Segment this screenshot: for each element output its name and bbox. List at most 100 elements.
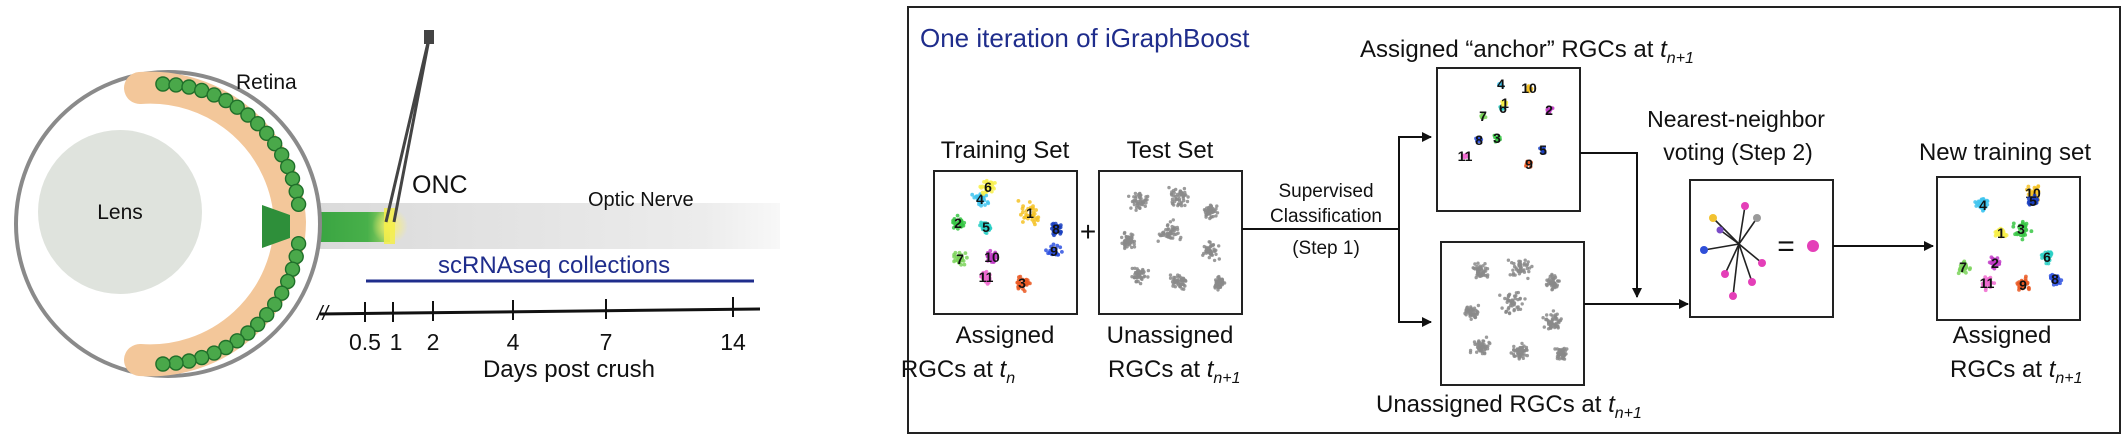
scatter-point bbox=[1512, 261, 1516, 266]
cluster-label: 11 bbox=[979, 269, 994, 285]
scatter-point bbox=[983, 203, 987, 207]
scatter-point bbox=[1505, 300, 1509, 304]
scatter-point bbox=[1157, 232, 1162, 236]
forceps-icon bbox=[384, 33, 432, 223]
scatter-point bbox=[993, 252, 998, 256]
scatter-point bbox=[1514, 291, 1519, 295]
scatter-point bbox=[1492, 133, 1497, 138]
retina-cell bbox=[229, 99, 245, 115]
scatter-point bbox=[1956, 271, 1961, 276]
scatter-point bbox=[1170, 197, 1175, 201]
scatter-point bbox=[1058, 223, 1063, 228]
scatter-point bbox=[1475, 312, 1479, 316]
scatter-point bbox=[1027, 200, 1032, 204]
cluster-label: 7 bbox=[1959, 259, 1967, 275]
scatter-point bbox=[1506, 258, 1511, 262]
scatter-point bbox=[1504, 309, 1509, 314]
scatter-point bbox=[2011, 221, 2016, 226]
scatter-point bbox=[1527, 266, 1532, 270]
scatter-point bbox=[1500, 306, 1504, 310]
scatter-point bbox=[1473, 267, 1477, 271]
neighbor-edge bbox=[1712, 217, 1740, 245]
scatter-point bbox=[2055, 274, 2060, 278]
scatter-point bbox=[2024, 227, 2028, 232]
scatter-point bbox=[1021, 220, 1025, 224]
scatter-point bbox=[1554, 324, 1558, 329]
scatter-point bbox=[957, 220, 962, 225]
scatter-point bbox=[1553, 283, 1557, 287]
scatter-point bbox=[1475, 309, 1479, 314]
scatter-point bbox=[1168, 276, 1173, 280]
scatter-point bbox=[1170, 224, 1174, 229]
scatter-point bbox=[1161, 231, 1166, 235]
scatter-point bbox=[1478, 266, 1482, 270]
scatter-point bbox=[1134, 280, 1138, 284]
scatter-point bbox=[1034, 208, 1038, 212]
scatter-point bbox=[1176, 202, 1181, 206]
scatter-point bbox=[1526, 87, 1531, 92]
scatter-point bbox=[1156, 239, 1160, 243]
scatter-point bbox=[1126, 239, 1131, 243]
test-caption-line2: RGCs at tn+1 bbox=[1108, 356, 1241, 387]
scatter-point bbox=[1527, 269, 1531, 274]
scatter-point bbox=[1964, 270, 1968, 275]
scatter-point bbox=[1546, 327, 1551, 331]
scatter-point bbox=[1214, 279, 1219, 284]
scatter-point bbox=[1474, 275, 1478, 280]
onc-crush-band bbox=[384, 208, 395, 244]
scatter-point bbox=[2026, 192, 2031, 197]
scatter-point bbox=[1484, 335, 1489, 339]
scatter-point bbox=[1138, 281, 1143, 286]
cluster-label: 3 bbox=[1018, 275, 1026, 291]
scatter-point bbox=[1528, 165, 1533, 169]
neighbor-edge bbox=[1738, 243, 1753, 283]
scatter-point bbox=[1476, 303, 1481, 308]
scatter-point bbox=[1985, 281, 1990, 286]
scatter-point bbox=[1541, 316, 1545, 320]
scatter-point bbox=[1509, 351, 1513, 355]
scatter-point bbox=[987, 223, 991, 228]
scatter-point bbox=[1468, 348, 1473, 353]
step1-label-line2: Classification bbox=[1270, 206, 1382, 227]
cluster-label: 6 bbox=[1499, 100, 1507, 116]
scatter-point bbox=[1179, 235, 1183, 240]
retina-cell bbox=[288, 183, 304, 200]
voting-diagram: = bbox=[1700, 202, 1819, 300]
scatter-point bbox=[1054, 246, 1058, 251]
cluster-label: 6 bbox=[984, 179, 992, 195]
scatter-point bbox=[2052, 277, 2057, 282]
scatter-point bbox=[981, 275, 986, 280]
scatter-point bbox=[980, 190, 985, 195]
scatter-point bbox=[1132, 239, 1137, 244]
scatter-point bbox=[981, 227, 985, 232]
retina-cell bbox=[290, 196, 307, 213]
scatter-point bbox=[1055, 224, 1060, 229]
scatter-point bbox=[1031, 204, 1035, 209]
scatter-point bbox=[1024, 209, 1029, 213]
tick-label: 0.5 bbox=[349, 329, 381, 355]
cluster-label: 10 bbox=[1521, 80, 1537, 96]
scatter-point bbox=[1513, 354, 1517, 358]
scatter-point bbox=[1512, 307, 1517, 312]
scatter-point bbox=[1171, 236, 1175, 240]
retina-cell bbox=[290, 235, 307, 252]
scatter-point bbox=[2033, 186, 2038, 191]
scatter-point bbox=[984, 178, 989, 183]
scatter-point bbox=[1980, 197, 1985, 202]
scatter-point bbox=[2015, 281, 2020, 286]
scatter-point bbox=[1481, 345, 1485, 349]
scatter-point bbox=[1520, 345, 1524, 350]
scatter-point bbox=[1175, 192, 1180, 197]
scatter-point bbox=[1483, 351, 1487, 356]
cluster-label: 9 bbox=[1050, 243, 1058, 259]
scatter-point bbox=[970, 192, 975, 197]
scatter-point bbox=[1132, 245, 1137, 249]
scatter-point bbox=[1051, 242, 1056, 247]
scatter-point bbox=[951, 220, 955, 225]
neighbor-point-magenta bbox=[1758, 259, 1766, 267]
scatter-point bbox=[1212, 258, 1217, 263]
scatter-point bbox=[1477, 343, 1482, 348]
neighbor-edge bbox=[1719, 229, 1740, 245]
axis-break-mark: // bbox=[315, 303, 331, 325]
scatter-point bbox=[1517, 350, 1522, 354]
